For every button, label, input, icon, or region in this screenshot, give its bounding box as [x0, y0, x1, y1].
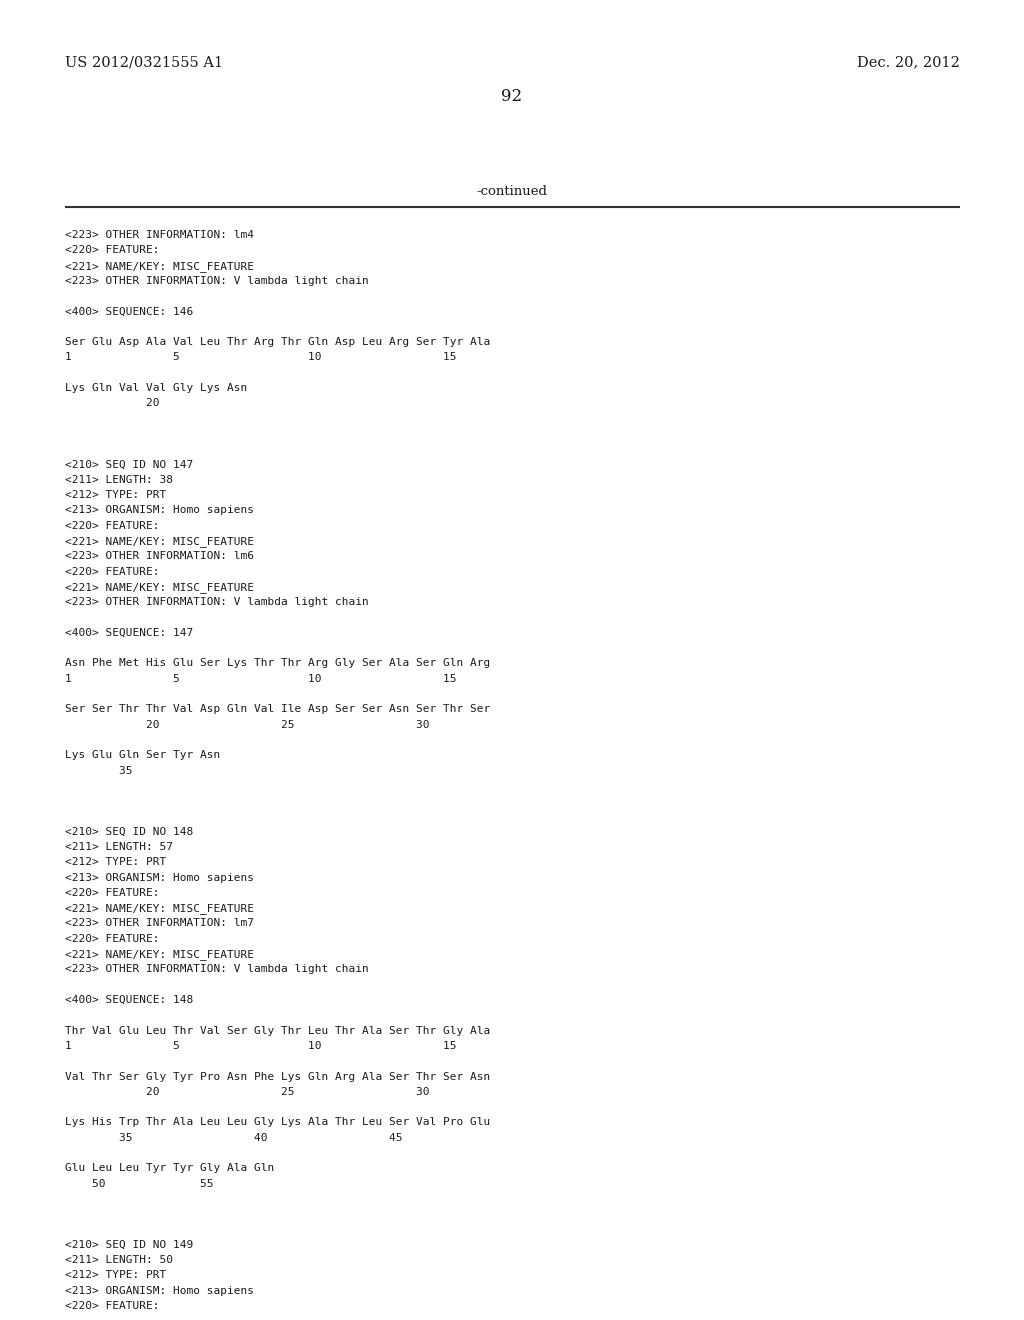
Text: <223> OTHER INFORMATION: lm6: <223> OTHER INFORMATION: lm6 — [65, 552, 254, 561]
Text: <221> NAME/KEY: MISC_FEATURE: <221> NAME/KEY: MISC_FEATURE — [65, 582, 254, 593]
Text: <213> ORGANISM: Homo sapiens: <213> ORGANISM: Homo sapiens — [65, 873, 254, 883]
Text: <400> SEQUENCE: 148: <400> SEQUENCE: 148 — [65, 995, 194, 1005]
Text: <400> SEQUENCE: 146: <400> SEQUENCE: 146 — [65, 306, 194, 317]
Text: <223> OTHER INFORMATION: lm7: <223> OTHER INFORMATION: lm7 — [65, 919, 254, 928]
Text: Lys His Trp Thr Ala Leu Leu Gly Lys Ala Thr Leu Ser Val Pro Glu: Lys His Trp Thr Ala Leu Leu Gly Lys Ala … — [65, 1118, 490, 1127]
Text: <221> NAME/KEY: MISC_FEATURE: <221> NAME/KEY: MISC_FEATURE — [65, 903, 254, 915]
Text: <213> ORGANISM: Homo sapiens: <213> ORGANISM: Homo sapiens — [65, 1286, 254, 1296]
Text: Dec. 20, 2012: Dec. 20, 2012 — [857, 55, 961, 69]
Text: <212> TYPE: PRT: <212> TYPE: PRT — [65, 490, 166, 500]
Text: Thr Val Glu Leu Thr Val Ser Gly Thr Leu Thr Ala Ser Thr Gly Ala: Thr Val Glu Leu Thr Val Ser Gly Thr Leu … — [65, 1026, 490, 1036]
Text: Glu Leu Leu Tyr Tyr Gly Ala Gln: Glu Leu Leu Tyr Tyr Gly Ala Gln — [65, 1163, 274, 1173]
Text: <210> SEQ ID NO 147: <210> SEQ ID NO 147 — [65, 459, 194, 470]
Text: Val Thr Ser Gly Tyr Pro Asn Phe Lys Gln Arg Ala Ser Thr Ser Asn: Val Thr Ser Gly Tyr Pro Asn Phe Lys Gln … — [65, 1072, 490, 1081]
Text: <212> TYPE: PRT: <212> TYPE: PRT — [65, 857, 166, 867]
Text: <221> NAME/KEY: MISC_FEATURE: <221> NAME/KEY: MISC_FEATURE — [65, 260, 254, 272]
Text: <210> SEQ ID NO 149: <210> SEQ ID NO 149 — [65, 1239, 194, 1250]
Text: Ser Glu Asp Ala Val Leu Thr Arg Thr Gln Asp Leu Arg Ser Tyr Ala: Ser Glu Asp Ala Val Leu Thr Arg Thr Gln … — [65, 337, 490, 347]
Text: Ser Ser Thr Thr Val Asp Gln Val Ile Asp Ser Ser Asn Ser Thr Ser: Ser Ser Thr Thr Val Asp Gln Val Ile Asp … — [65, 705, 490, 714]
Text: 20                  25                  30: 20 25 30 — [65, 719, 429, 730]
Text: <212> TYPE: PRT: <212> TYPE: PRT — [65, 1270, 166, 1280]
Text: 92: 92 — [502, 88, 522, 106]
Text: 35: 35 — [65, 766, 132, 776]
Text: US 2012/0321555 A1: US 2012/0321555 A1 — [65, 55, 223, 69]
Text: <223> OTHER INFORMATION: V lambda light chain: <223> OTHER INFORMATION: V lambda light … — [65, 965, 369, 974]
Text: <220> FEATURE:: <220> FEATURE: — [65, 933, 160, 944]
Text: 20: 20 — [65, 399, 160, 408]
Text: <220> FEATURE:: <220> FEATURE: — [65, 246, 160, 255]
Text: 35                  40                  45: 35 40 45 — [65, 1133, 402, 1143]
Text: <211> LENGTH: 57: <211> LENGTH: 57 — [65, 842, 173, 851]
Text: <210> SEQ ID NO 148: <210> SEQ ID NO 148 — [65, 826, 194, 837]
Text: <221> NAME/KEY: MISC_FEATURE: <221> NAME/KEY: MISC_FEATURE — [65, 949, 254, 960]
Text: 20                  25                  30: 20 25 30 — [65, 1086, 429, 1097]
Text: <220> FEATURE:: <220> FEATURE: — [65, 566, 160, 577]
Text: <220> FEATURE:: <220> FEATURE: — [65, 520, 160, 531]
Text: <220> FEATURE:: <220> FEATURE: — [65, 888, 160, 898]
Text: Lys Glu Gln Ser Tyr Asn: Lys Glu Gln Ser Tyr Asn — [65, 750, 220, 760]
Text: 50              55: 50 55 — [65, 1179, 213, 1188]
Text: <211> LENGTH: 50: <211> LENGTH: 50 — [65, 1255, 173, 1265]
Text: <223> OTHER INFORMATION: V lambda light chain: <223> OTHER INFORMATION: V lambda light … — [65, 276, 369, 286]
Text: <221> NAME/KEY: MISC_FEATURE: <221> NAME/KEY: MISC_FEATURE — [65, 536, 254, 546]
Text: <220> FEATURE:: <220> FEATURE: — [65, 1302, 160, 1311]
Text: <211> LENGTH: 38: <211> LENGTH: 38 — [65, 475, 173, 484]
Text: <213> ORGANISM: Homo sapiens: <213> ORGANISM: Homo sapiens — [65, 506, 254, 515]
Text: Lys Gln Val Val Gly Lys Asn: Lys Gln Val Val Gly Lys Asn — [65, 383, 247, 393]
Text: <223> OTHER INFORMATION: lm4: <223> OTHER INFORMATION: lm4 — [65, 230, 254, 240]
Text: 1               5                   10                  15: 1 5 10 15 — [65, 1041, 457, 1051]
Text: <223> OTHER INFORMATION: V lambda light chain: <223> OTHER INFORMATION: V lambda light … — [65, 597, 369, 607]
Text: 1               5                   10                  15: 1 5 10 15 — [65, 673, 457, 684]
Text: 1               5                   10                  15: 1 5 10 15 — [65, 352, 457, 363]
Text: <400> SEQUENCE: 147: <400> SEQUENCE: 147 — [65, 628, 194, 638]
Text: -continued: -continued — [476, 185, 548, 198]
Text: Asn Phe Met His Glu Ser Lys Thr Thr Arg Gly Ser Ala Ser Gln Arg: Asn Phe Met His Glu Ser Lys Thr Thr Arg … — [65, 659, 490, 668]
